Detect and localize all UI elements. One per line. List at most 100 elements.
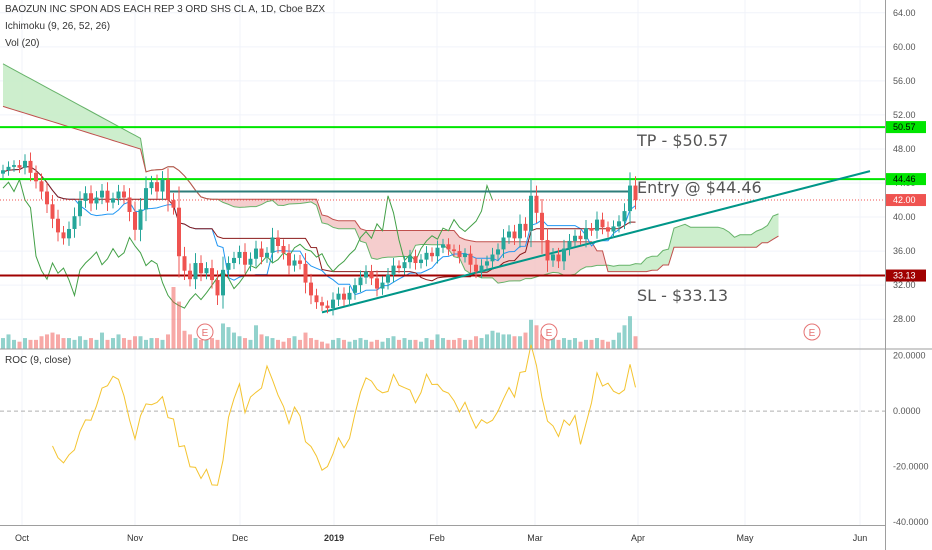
candle-body bbox=[551, 254, 555, 261]
candle-body bbox=[567, 240, 572, 249]
candle-body bbox=[529, 195, 533, 231]
candles bbox=[1, 152, 638, 316]
cloud-segment bbox=[52, 90, 58, 124]
volume-bar bbox=[617, 332, 621, 349]
candle-body bbox=[441, 244, 445, 248]
price-label-badge bbox=[886, 173, 926, 186]
time-axis[interactable]: Oct Nov Dec 2019 Feb Mar Apr May Jun bbox=[15, 533, 867, 543]
cloud-segment bbox=[113, 123, 119, 143]
volume-bar bbox=[83, 339, 88, 349]
volume-bar bbox=[501, 334, 506, 349]
candle-body bbox=[116, 191, 121, 199]
volume-bar bbox=[441, 338, 445, 349]
candle-body bbox=[298, 260, 302, 264]
chart-title[interactable]: BAOZUN INC SPON ADS EACH REP 3 ORD SHS C… bbox=[5, 4, 326, 15]
volume-bar bbox=[496, 332, 500, 349]
price-tick-label: 36.00 bbox=[893, 246, 916, 256]
candle-body bbox=[490, 254, 495, 262]
volume-bar bbox=[298, 339, 302, 349]
volume-bar bbox=[452, 339, 456, 349]
cloud-segment bbox=[74, 102, 80, 131]
ichimoku-legend[interactable]: Ichimoku (9, 26, 52, 26) bbox=[5, 21, 111, 32]
cloud-segment bbox=[25, 75, 31, 115]
cloud-segment bbox=[124, 129, 130, 146]
volume-bar bbox=[386, 338, 390, 349]
volume-bar bbox=[347, 341, 352, 349]
cloud-segment bbox=[3, 63, 9, 109]
candle-body bbox=[474, 264, 478, 272]
candle-body bbox=[287, 252, 291, 266]
volume-bar bbox=[226, 327, 231, 349]
volume-bar bbox=[232, 332, 236, 349]
candle-body bbox=[633, 185, 638, 201]
price-label-text: 44.46 bbox=[893, 174, 916, 184]
volume-bar bbox=[50, 332, 55, 349]
candle-body bbox=[518, 223, 522, 239]
candle-body bbox=[259, 248, 264, 258]
cloud-segment bbox=[575, 241, 581, 275]
cloud-segment bbox=[756, 228, 762, 248]
price-label-badge bbox=[886, 269, 926, 282]
cloud-segment bbox=[751, 231, 757, 248]
time-tick-label: Nov bbox=[127, 533, 144, 543]
volume-bar bbox=[281, 341, 286, 349]
candle-body bbox=[72, 216, 77, 229]
cloud-segment bbox=[91, 111, 97, 136]
candle-body bbox=[391, 265, 396, 275]
candle-body bbox=[23, 160, 27, 168]
volume-bar bbox=[419, 341, 423, 349]
candle-body bbox=[331, 299, 335, 309]
candle-body bbox=[133, 211, 137, 230]
volume-bar bbox=[551, 338, 555, 349]
candle-body bbox=[155, 182, 159, 192]
ichimoku-cloud bbox=[3, 63, 779, 284]
volume-bar bbox=[424, 338, 429, 349]
cloud-segment bbox=[349, 220, 355, 229]
price-label-text: 50.57 bbox=[893, 122, 916, 132]
candle-body bbox=[595, 219, 599, 231]
candle-body bbox=[127, 197, 132, 212]
volume-legend[interactable]: Vol (20) bbox=[5, 38, 40, 49]
cloud-segment bbox=[437, 230, 443, 245]
cloud-segment bbox=[63, 96, 69, 127]
volume-bar bbox=[463, 339, 467, 349]
candle-body bbox=[78, 200, 82, 217]
volume-bar bbox=[56, 334, 60, 349]
candle-body bbox=[6, 166, 11, 171]
volume-bar bbox=[155, 338, 159, 349]
cloud-segment bbox=[421, 230, 427, 245]
cloud-segment bbox=[624, 265, 630, 272]
cloud-segment bbox=[278, 199, 284, 206]
roc-legend[interactable]: ROC (9, close) bbox=[5, 355, 72, 366]
cloud-segment bbox=[531, 241, 537, 279]
cloud-segment bbox=[740, 234, 746, 248]
cloud-segment bbox=[767, 215, 773, 243]
candle-body bbox=[485, 261, 489, 266]
volume-bar bbox=[23, 338, 27, 349]
volume-bar bbox=[314, 339, 319, 349]
candle-body bbox=[430, 252, 434, 257]
cloud-segment bbox=[674, 226, 680, 248]
candle-body bbox=[171, 200, 176, 208]
roc-axis[interactable]: 20.0000 0.0000 -20.0000 -40.0000 bbox=[893, 351, 929, 528]
candle-body bbox=[177, 207, 181, 257]
cloud-segment bbox=[36, 81, 42, 119]
candle-body bbox=[100, 190, 104, 198]
candle-body bbox=[463, 253, 467, 258]
cloud-segment bbox=[289, 199, 295, 204]
cloud-segment bbox=[663, 249, 669, 265]
candle-body bbox=[408, 256, 412, 263]
cloud-segment bbox=[608, 265, 614, 272]
candle-body bbox=[446, 244, 451, 250]
cloud-segment bbox=[591, 241, 597, 267]
cloud-segment bbox=[668, 228, 674, 265]
cloud-segment bbox=[96, 114, 102, 138]
candle-body bbox=[375, 278, 379, 289]
time-tick-label: Jun bbox=[853, 533, 868, 543]
candle-body bbox=[540, 212, 544, 241]
price-label-text: 33.13 bbox=[893, 271, 916, 281]
cloud-segment bbox=[492, 241, 498, 284]
volume-bar bbox=[336, 338, 341, 349]
candle-body bbox=[34, 172, 38, 182]
